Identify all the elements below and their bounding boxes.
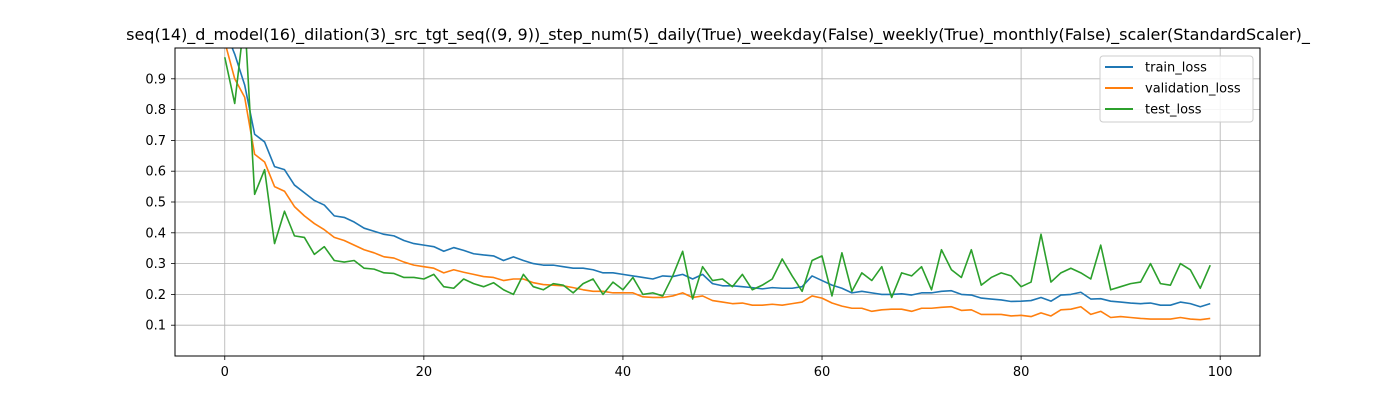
grid <box>175 48 1260 356</box>
y-tick-label: 0.7 <box>145 134 166 149</box>
y-tick-label: 0.8 <box>145 103 166 118</box>
legend-label-test-loss: test_loss <box>1145 103 1202 118</box>
y-tick-label: 0.2 <box>145 288 166 303</box>
y-tick-label: 0.9 <box>145 72 166 87</box>
chart-title: seq(14)_d_model(16)_dilation(3)_src_tgt_… <box>126 25 1311 45</box>
x-tick-label: 20 <box>416 365 433 380</box>
x-tick-label: 0 <box>221 365 229 380</box>
x-axis-ticks: 0 20 40 60 80 100 <box>221 356 1233 380</box>
y-tick-label: 0.6 <box>145 165 166 180</box>
x-tick-label: 40 <box>615 365 632 380</box>
legend-label-train-loss: train_loss <box>1145 61 1207 76</box>
legend-box <box>1099 55 1254 123</box>
x-tick-label: 80 <box>1013 365 1030 380</box>
y-tick-label: 0.1 <box>145 319 166 334</box>
y-tick-label: 0.5 <box>145 196 166 211</box>
series-line-validation-loss <box>225 48 1211 321</box>
series-lines <box>223 48 1211 321</box>
y-tick-label: 0.4 <box>145 226 166 241</box>
x-tick-label: 100 <box>1208 365 1233 380</box>
x-tick-label: 60 <box>814 365 831 380</box>
series-line-train-loss <box>231 48 1211 308</box>
y-axis-ticks: 0.1 0.2 0.3 0.4 0.5 0.6 0.7 0.8 0.9 <box>145 72 175 334</box>
y-tick-label: 0.3 <box>145 257 166 272</box>
legend: train_loss validation_loss test_loss <box>1099 55 1254 123</box>
legend-label-validation-loss: validation_loss <box>1145 82 1241 97</box>
series-line-test-loss <box>223 48 1211 300</box>
